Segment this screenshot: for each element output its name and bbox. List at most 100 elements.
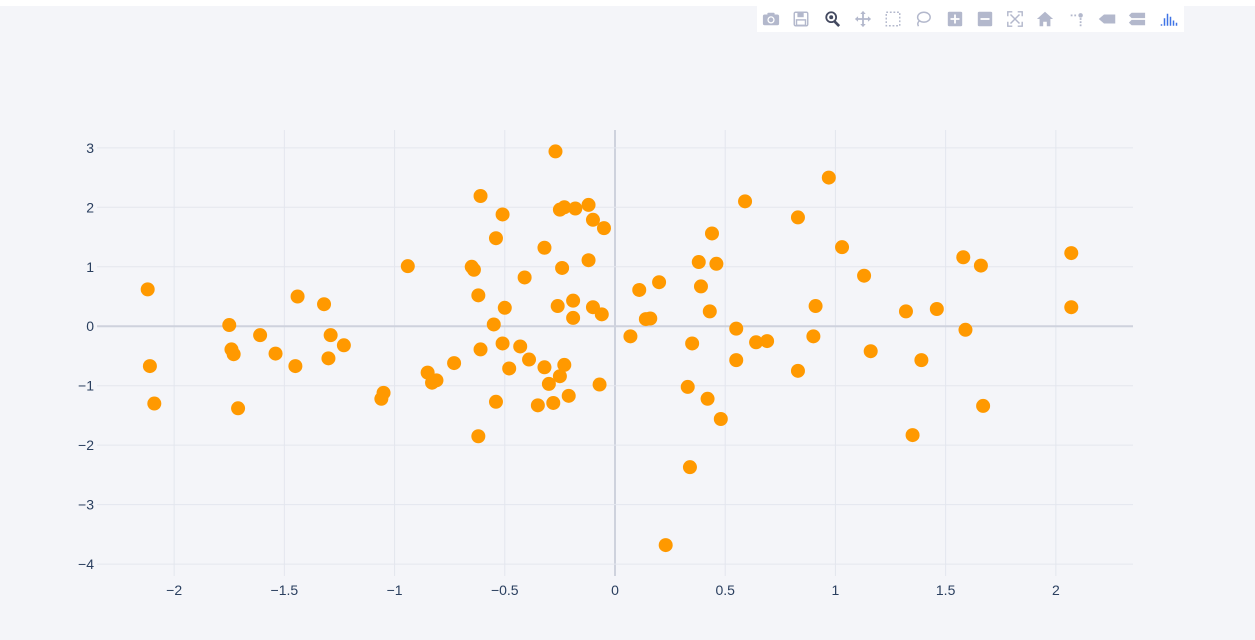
data-point[interactable]	[821, 170, 836, 185]
data-point[interactable]	[760, 334, 775, 349]
data-point[interactable]	[502, 361, 517, 376]
data-point[interactable]	[973, 258, 988, 273]
data-point[interactable]	[863, 344, 878, 359]
data-point[interactable]	[429, 373, 444, 388]
zoom-icon[interactable]	[822, 8, 844, 30]
data-point[interactable]	[140, 282, 155, 297]
data-point[interactable]	[522, 352, 537, 367]
data-point[interactable]	[738, 194, 753, 209]
pan-icon[interactable]	[852, 8, 874, 30]
data-point[interactable]	[530, 398, 545, 413]
hover-closest-icon[interactable]	[1096, 8, 1118, 30]
data-point[interactable]	[729, 321, 744, 336]
data-point[interactable]	[321, 351, 336, 366]
data-point[interactable]	[466, 262, 481, 277]
data-point[interactable]	[976, 398, 991, 413]
data-point[interactable]	[231, 401, 246, 416]
data-point[interactable]	[447, 356, 462, 371]
data-point[interactable]	[682, 460, 697, 475]
data-point[interactable]	[552, 369, 567, 384]
data-point[interactable]	[497, 300, 512, 315]
data-point[interactable]	[729, 353, 744, 368]
data-point[interactable]	[905, 428, 920, 443]
data-point[interactable]	[691, 255, 706, 270]
data-point[interactable]	[808, 299, 823, 314]
data-point[interactable]	[790, 363, 805, 378]
box-select-icon[interactable]	[882, 8, 904, 30]
data-point[interactable]	[592, 377, 607, 392]
data-point[interactable]	[1064, 300, 1079, 315]
data-point[interactable]	[594, 307, 609, 322]
data-point[interactable]	[226, 347, 241, 362]
data-point[interactable]	[471, 288, 486, 303]
data-point[interactable]	[914, 353, 929, 368]
data-point[interactable]	[958, 322, 973, 337]
data-point[interactable]	[568, 201, 583, 216]
data-point[interactable]	[643, 311, 658, 326]
data-point[interactable]	[835, 240, 850, 255]
data-point[interactable]	[557, 357, 572, 372]
data-point[interactable]	[376, 385, 391, 400]
reset-axes-icon[interactable]	[1034, 8, 1056, 30]
spike-lines-icon[interactable]	[1066, 8, 1088, 30]
data-point[interactable]	[709, 256, 724, 271]
data-point[interactable]	[956, 250, 971, 265]
data-point[interactable]	[1064, 246, 1079, 261]
data-point[interactable]	[713, 412, 728, 427]
zoom-in-icon[interactable]	[944, 8, 966, 30]
hover-compare-icon[interactable]	[1126, 8, 1148, 30]
data-point[interactable]	[495, 336, 510, 351]
data-point[interactable]	[550, 299, 565, 314]
data-point[interactable]	[488, 394, 503, 409]
data-point[interactable]	[537, 360, 552, 375]
lasso-select-icon[interactable]	[912, 8, 934, 30]
data-point[interactable]	[541, 376, 556, 391]
autoscale-icon[interactable]	[1004, 8, 1026, 30]
data-point[interactable]	[555, 260, 570, 275]
data-point[interactable]	[702, 304, 717, 319]
data-point[interactable]	[658, 538, 673, 553]
data-point[interactable]	[253, 328, 268, 343]
data-point[interactable]	[486, 317, 501, 332]
save-icon[interactable]	[790, 8, 812, 30]
data-point[interactable]	[495, 207, 510, 222]
data-point[interactable]	[623, 329, 638, 344]
data-point[interactable]	[323, 328, 338, 343]
data-point[interactable]	[790, 210, 805, 225]
data-point[interactable]	[898, 304, 913, 319]
data-point[interactable]	[336, 338, 351, 353]
data-point[interactable]	[473, 189, 488, 204]
data-point[interactable]	[632, 282, 647, 297]
data-point[interactable]	[929, 301, 944, 316]
data-point[interactable]	[561, 388, 576, 403]
data-point[interactable]	[557, 200, 572, 215]
data-point[interactable]	[222, 318, 237, 333]
data-point[interactable]	[546, 395, 561, 410]
data-point[interactable]	[693, 279, 708, 294]
data-point[interactable]	[566, 293, 581, 308]
zoom-out-icon[interactable]	[974, 8, 996, 30]
data-point[interactable]	[513, 339, 528, 354]
data-point[interactable]	[581, 197, 596, 212]
plotly-logo-icon[interactable]	[1158, 8, 1180, 30]
data-point[interactable]	[700, 391, 715, 406]
data-point[interactable]	[566, 310, 581, 325]
camera-icon[interactable]	[760, 8, 782, 30]
data-point[interactable]	[288, 359, 303, 374]
data-point[interactable]	[704, 226, 719, 241]
data-point[interactable]	[488, 231, 503, 246]
data-point[interactable]	[317, 297, 332, 312]
data-point[interactable]	[685, 336, 700, 351]
data-point[interactable]	[268, 346, 283, 361]
data-point[interactable]	[806, 329, 821, 344]
data-point[interactable]	[680, 379, 695, 394]
data-point[interactable]	[537, 240, 552, 255]
data-point[interactable]	[749, 335, 764, 350]
data-point[interactable]	[471, 429, 486, 444]
data-point[interactable]	[596, 221, 611, 236]
data-point[interactable]	[548, 144, 563, 159]
data-point[interactable]	[400, 259, 415, 274]
data-point[interactable]	[581, 253, 596, 268]
data-point[interactable]	[585, 212, 600, 227]
